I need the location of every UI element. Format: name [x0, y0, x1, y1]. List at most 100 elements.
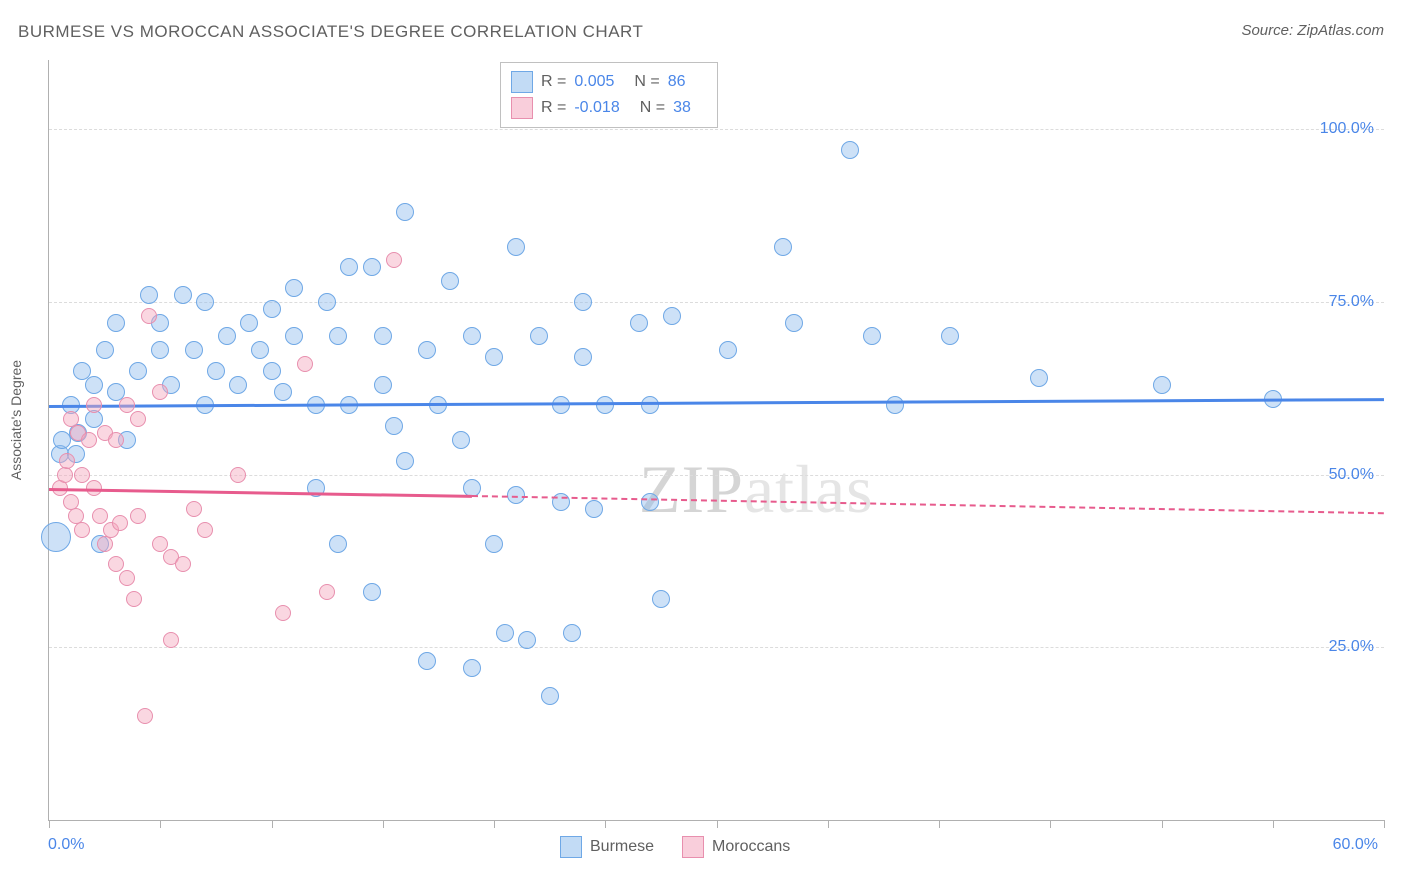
gridline [49, 475, 1384, 476]
gridline [49, 647, 1384, 648]
data-point [319, 584, 335, 600]
data-point [363, 583, 381, 601]
data-point [396, 203, 414, 221]
data-point [41, 522, 71, 552]
data-point [574, 293, 592, 311]
data-point [151, 341, 169, 359]
stats-box: R =0.005N =86R =-0.018N =38 [500, 62, 718, 128]
x-tick [494, 820, 495, 828]
x-tick [49, 820, 50, 828]
data-point [97, 536, 113, 552]
data-point [418, 652, 436, 670]
data-point [274, 383, 292, 401]
data-point [1030, 369, 1048, 387]
data-point [641, 396, 659, 414]
x-tick [828, 820, 829, 828]
x-tick [939, 820, 940, 828]
data-point [719, 341, 737, 359]
data-point [186, 501, 202, 517]
n-label: N = [640, 95, 665, 121]
data-point [240, 314, 258, 332]
n-value: 38 [673, 95, 691, 121]
data-point [574, 348, 592, 366]
data-point [518, 631, 536, 649]
data-point [218, 327, 236, 345]
data-point [363, 258, 381, 276]
data-point [463, 327, 481, 345]
data-point [630, 314, 648, 332]
data-point [340, 258, 358, 276]
data-point [530, 327, 548, 345]
trend-line-dashed [472, 495, 1384, 514]
source-label: Source: ZipAtlas.com [1241, 22, 1384, 39]
data-point [374, 327, 392, 345]
data-point [141, 308, 157, 324]
data-point [85, 376, 103, 394]
trend-line [49, 488, 472, 497]
x-tick [160, 820, 161, 828]
x-axis-min-label: 0.0% [48, 836, 84, 854]
legend-label: Moroccans [712, 838, 790, 856]
data-point [886, 396, 904, 414]
data-point [297, 356, 313, 372]
data-point [285, 327, 303, 345]
y-tick-label: 100.0% [1320, 120, 1374, 138]
data-point [197, 522, 213, 538]
data-point [140, 286, 158, 304]
data-point [130, 411, 146, 427]
data-point [230, 467, 246, 483]
data-point [585, 500, 603, 518]
stats-row: R =0.005N =86 [511, 69, 703, 95]
data-point [130, 508, 146, 524]
y-tick-label: 75.0% [1329, 293, 1374, 311]
data-point [112, 515, 128, 531]
x-tick [1384, 820, 1385, 828]
r-value: 0.005 [574, 69, 614, 95]
legend-label: Burmese [590, 838, 654, 856]
data-point [207, 362, 225, 380]
data-point [863, 327, 881, 345]
data-point [485, 535, 503, 553]
data-point [663, 307, 681, 325]
data-point [92, 508, 108, 524]
watermark: ZIPatlas [639, 450, 874, 529]
legend-swatch [511, 97, 533, 119]
data-point [452, 431, 470, 449]
gridline [49, 129, 1384, 130]
data-point [74, 467, 90, 483]
y-tick-label: 50.0% [1329, 466, 1374, 484]
data-point [441, 272, 459, 290]
trend-line [49, 399, 1384, 408]
legend-swatch [511, 71, 533, 93]
r-value: -0.018 [574, 95, 619, 121]
data-point [774, 238, 792, 256]
x-tick [272, 820, 273, 828]
data-point [163, 632, 179, 648]
data-point [785, 314, 803, 332]
data-point [96, 341, 114, 359]
data-point [386, 252, 402, 268]
data-point [496, 624, 514, 642]
data-point [229, 376, 247, 394]
x-axis-max-label: 60.0% [1333, 836, 1378, 854]
data-point [385, 417, 403, 435]
r-label: R = [541, 69, 566, 95]
y-tick-label: 25.0% [1329, 638, 1374, 656]
data-point [152, 384, 168, 400]
data-point [263, 300, 281, 318]
data-point [119, 570, 135, 586]
data-point [107, 314, 125, 332]
x-tick [605, 820, 606, 828]
legend-item: Burmese [560, 836, 654, 858]
data-point [175, 556, 191, 572]
stats-row: R =-0.018N =38 [511, 95, 703, 121]
data-point [81, 432, 97, 448]
bottom-legend: Burmese Moroccans [560, 836, 790, 858]
data-point [126, 591, 142, 607]
data-point [251, 341, 269, 359]
data-point [541, 687, 559, 705]
data-point [285, 279, 303, 297]
data-point [552, 396, 570, 414]
data-point [418, 341, 436, 359]
data-point [174, 286, 192, 304]
